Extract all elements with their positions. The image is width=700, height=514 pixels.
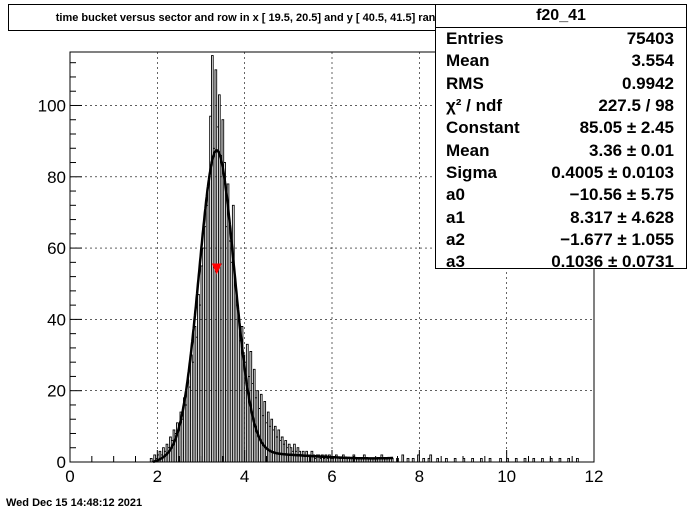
x-tick-label: 2: [153, 467, 162, 486]
stats-label: a1: [446, 207, 465, 227]
histogram-title-text: time bucket versus sector and row in x […: [55, 11, 449, 24]
x-tick-label: 0: [65, 467, 74, 486]
stats-label: Mean: [446, 140, 490, 160]
fit-curve: [152, 149, 394, 464]
stats-value: −1.677 ± 1.055: [560, 229, 674, 249]
stats-label: Mean: [446, 51, 490, 71]
x-tick-label: 6: [327, 467, 336, 486]
stats-value: 85.05 ± 2.45: [579, 118, 674, 138]
stats-label: a3: [446, 252, 465, 272]
stats-histogram-name: f20_41: [436, 5, 686, 28]
peak-marker: [211, 263, 222, 275]
stats-label: Constant: [446, 118, 520, 138]
stats-label: a2: [446, 229, 465, 249]
stats-value: 0.9942: [622, 73, 674, 93]
stats-label: a0: [446, 185, 465, 205]
stats-value: 3.36 ± 0.01: [589, 140, 674, 160]
stats-rows: Entries 75403 Mean 3.554 RMS 0.9942 χ² / ndf 22…: [436, 28, 686, 273]
stats-box: f20_41 Entries 75403 Mean 3.554 RMS 0.9942 χ² …: [435, 4, 687, 271]
stats-row: χ² / ndf 227.5 / 98: [446, 95, 674, 117]
y-tick-label: 0: [57, 453, 66, 472]
stats-row: Entries 75403: [446, 28, 674, 50]
stats-row: a1 8.317 ± 4.628: [446, 206, 674, 228]
stats-row: a3 0.1036 ± 0.0731: [446, 251, 674, 273]
y-tick-label: 100: [38, 96, 66, 115]
y-tick-label: 60: [47, 239, 66, 258]
stats-row: Mean 3.36 ± 0.01: [446, 139, 674, 161]
x-tick-label: 4: [240, 467, 249, 486]
datestamp: Wed Dec 15 14:48:12 2021: [6, 497, 143, 509]
stats-row: a2 −1.677 ± 1.055: [446, 229, 674, 251]
y-tick-label: 80: [47, 168, 66, 187]
stats-value: 75403: [626, 29, 674, 49]
stats-label: RMS: [446, 73, 484, 93]
stats-row: RMS 0.9942: [446, 73, 674, 95]
x-tick-label: 8: [415, 467, 424, 486]
stats-row: Sigma 0.4005 ± 0.0103: [446, 162, 674, 184]
x-tick-label: 10: [497, 467, 516, 486]
histogram-title: time bucket versus sector and row in x […: [8, 4, 496, 31]
stats-row: Constant 85.05 ± 2.45: [446, 117, 674, 139]
stats-label: Sigma: [446, 162, 498, 182]
y-tick-label: 20: [47, 382, 66, 401]
stats-label: χ² / ndf: [446, 96, 503, 116]
stats-value: 0.1036 ± 0.0731: [551, 252, 674, 272]
stats-row: a0 −10.56 ± 5.75: [446, 184, 674, 206]
fit-line: [152, 149, 394, 464]
peak-marker-triangle: [211, 263, 222, 275]
stats-value: −10.56 ± 5.75: [569, 185, 674, 205]
stats-row: Mean 3.554: [446, 50, 674, 72]
stats-value: 0.4005 ± 0.0103: [551, 162, 674, 182]
stats-label: Entries: [446, 29, 504, 49]
stats-value: 3.554: [631, 51, 674, 71]
stats-value: 227.5 / 98: [598, 96, 674, 116]
x-tick-label: 12: [585, 467, 604, 486]
stats-value: 8.317 ± 4.628: [570, 207, 674, 227]
y-tick-label: 40: [47, 310, 66, 329]
